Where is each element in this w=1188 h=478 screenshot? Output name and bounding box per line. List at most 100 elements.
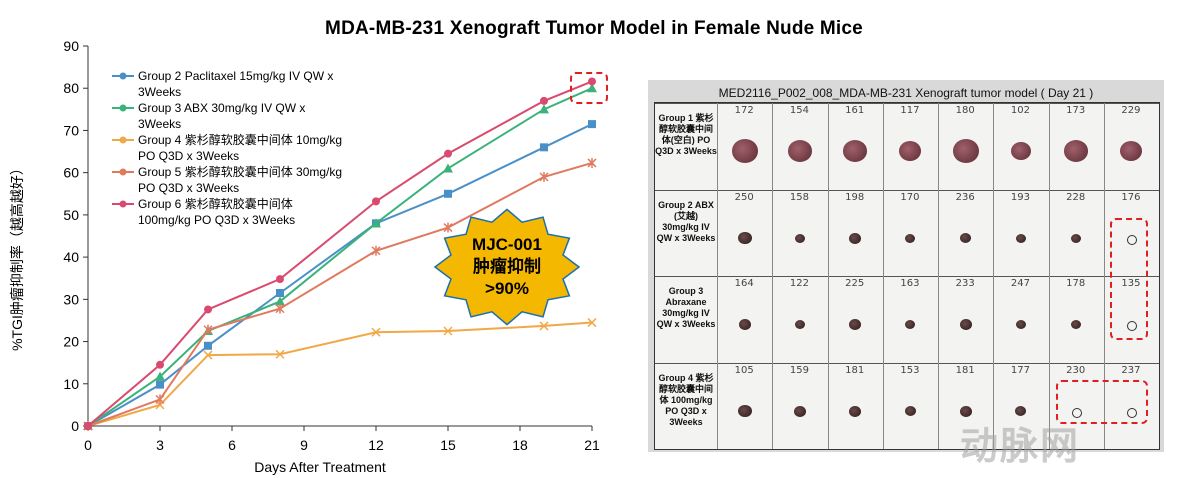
photo-cell-number: 228 [1066,191,1086,203]
series-1-point [276,289,284,297]
tumor-specimen [1015,406,1027,417]
legend-label-5-line-2: 100mg/kg PO Q3D x 3Weeks [138,213,296,227]
highlight-box-group3 [1110,218,1148,340]
tumor-specimen [1015,233,1026,243]
photo-col-divider [882,276,884,363]
photo-col-divider [772,103,774,190]
series-3-point [203,350,213,360]
chart-title: MDA-MB-231 Xenograft Tumor Model in Fema… [325,18,863,39]
y-axis-label: %TGI肿瘤抑制率（越高越好） [9,161,25,351]
mjc-badge: MJC-001 肿瘤抑制 >90% [432,208,582,326]
tumor-specimen [1010,142,1031,161]
photo-col-divider [938,189,939,276]
photo-col-divider [717,276,718,363]
series-4-point [443,222,453,233]
series-1-point [588,120,596,129]
series-line-1 [87,123,593,427]
series-2-point [539,104,549,114]
legend-key-2 [112,104,134,112]
badge-burst-shape [433,208,581,326]
tumor-specimen [731,139,758,163]
photo-cell-number: 173 [1066,105,1086,116]
series-2-point [155,371,165,381]
photo-col-divider [827,189,829,276]
photo-cell-number: 178 [1066,278,1086,289]
tumor-specimen [1127,407,1138,418]
photo-col-divider [717,103,718,190]
legend-label-2-line-2: 3Weeks [138,117,182,131]
photo-cell-number: 105 [734,364,754,376]
series-line-2 [87,87,593,427]
photo-cell-number: 181 [955,364,975,376]
series-1-point [540,143,548,152]
photo-cell-number: 164 [734,278,754,289]
series-4-point [587,157,597,168]
series-5-point [204,305,212,314]
photo-col-divider [1103,189,1105,276]
photo-cell-number: 181 [845,364,865,376]
photo-cell-number: 250 [734,191,754,203]
legend-item-4: Group 5 紫杉醇软胶囊中间体 30mg/kg PO Q3D x 3Weeks [112,164,408,196]
tumor-specimen [737,231,752,245]
photo-cell-number: 102 [1010,105,1030,116]
photo-col-divider [1103,276,1105,363]
series-1-point [204,341,212,350]
photo-col-divider [717,362,718,449]
x-tick-label: 9 [300,437,308,453]
y-tick-label: 0 [71,418,79,434]
photo-cell-number: 163 [900,278,920,289]
photo-cell-number: 158 [789,191,809,203]
photo-col-divider [993,276,995,363]
photo-cell-number: 229 [1121,105,1141,116]
series-3-point [443,326,453,336]
photo-cell-number: 180 [955,105,975,116]
photo-row-label-2: Group 2 ABX (艾越) 30mg/kg IV QW x 3Weeks [656,199,716,243]
series-5-point [276,275,284,284]
legend-label-3-line-2: PO Q3D x 3Weeks [138,149,240,163]
legend-item-3: Group 4 紫杉醇软胶囊中间体 10mg/kg PO Q3D x 3Weeks [112,132,408,164]
badge-line-2: 肿瘤抑制 [473,257,541,276]
series-4-point [275,303,285,314]
highlight-box-day21 [570,72,608,104]
tumor-specimen [793,405,806,417]
photo-col-divider [717,189,718,276]
photo-col-divider [993,362,995,449]
x-tick-label: 3 [156,437,164,453]
legend-item-5: Group 6 紫杉醇软胶囊中间体 100mg/kg PO Q3D x 3Week… [112,196,408,228]
series-5-point [156,360,164,369]
photo-row-divider [655,276,1159,277]
photo-col-divider [1048,362,1050,449]
series-line-4 [87,161,593,427]
tumor-specimen [794,320,805,330]
legend-label-3-line-1: Group 4 紫杉醇软胶囊中间体 10mg/kg [138,133,343,147]
photo-col-divider [772,362,774,449]
photo-cell-number: 172 [734,105,754,116]
photo-col-divider [1048,103,1050,190]
y-tick-label: 10 [63,376,79,392]
legend-label-5-line-1: Group 6 紫杉醇软胶囊中间体 [138,197,293,211]
series-4-point [155,394,165,405]
photo-col-divider [827,103,829,190]
series-line-5 [87,80,593,427]
series-1-point [444,189,452,198]
tumor-specimen [1127,234,1138,245]
tumor-specimen [905,320,916,330]
tumor-specimen [899,141,922,162]
legend-label-4-line-1: Group 5 紫杉醇软胶囊中间体 30mg/kg [138,165,343,179]
tumor-specimen [787,140,812,162]
series-5-point [84,422,92,430]
photo-cell-number: 225 [845,278,865,289]
legend-item-1: Group 2 Paclitaxel 15mg/kg IV QW x 3Weeks [112,68,408,100]
series-5-point [444,149,452,158]
tumor-specimen [1015,320,1026,330]
series-3-point [371,327,381,337]
y-tick-label: 90 [63,38,79,54]
photo-row-divider [655,362,1159,364]
x-tick-label: 0 [84,437,92,453]
highlight-box-group4 [1056,380,1148,424]
legend-key-1 [112,72,134,80]
series-4-point [203,324,213,335]
photo-cell-number: 176 [1121,191,1141,203]
tumor-specimen [1127,321,1138,332]
series-line-3 [87,321,593,427]
